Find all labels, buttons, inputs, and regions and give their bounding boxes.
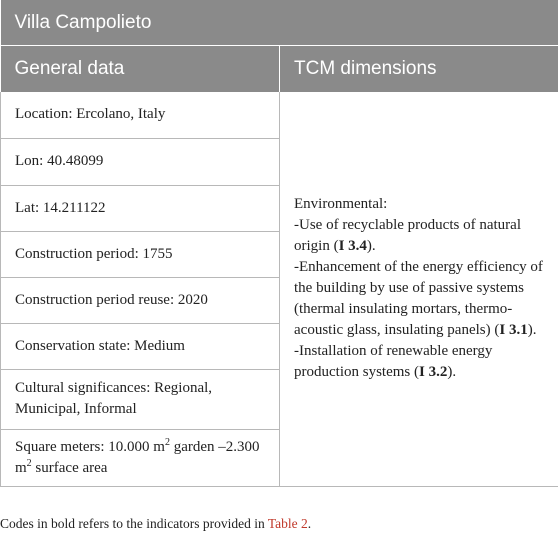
cell-lon: Lon: 40.48099 xyxy=(0,138,280,186)
indicator-code: I 3.2 xyxy=(419,364,448,381)
cell-construction-period: Construction period: 1755 xyxy=(0,231,280,278)
table-title: Villa Campolieto xyxy=(0,0,558,46)
indicator-code: I 3.4 xyxy=(338,238,367,255)
header-tcm-dimensions: TCM dimensions xyxy=(279,45,558,92)
indicator-code: I 3.1 xyxy=(499,322,528,339)
table-title-row: Villa Campolieto xyxy=(0,0,558,46)
table-row: Construction period reuse: 2020 xyxy=(0,277,558,324)
data-table-container: Villa Campolieto General data TCM dimens… xyxy=(0,0,558,487)
cell-cultural-significances: Cultural significances: Regional, Munici… xyxy=(0,369,280,430)
table-row: Square meters: 10.000 m2 garden –2.300 m… xyxy=(0,429,558,487)
table-row: Cultural significances: Regional, Munici… xyxy=(0,369,558,430)
table-row: Construction period: 1755 xyxy=(0,231,558,278)
tcm-item-2: -Enhancement of the energy efficiency of… xyxy=(294,259,543,339)
table-footnote: Codes in bold refers to the indicators p… xyxy=(0,516,312,531)
cell-conservation-state: Conservation state: Medium xyxy=(0,323,280,370)
cell-square-meters: Square meters: 10.000 m2 garden –2.300 m… xyxy=(0,429,280,487)
cell-lat: Lat: 14.211122 xyxy=(0,185,280,232)
header-general-data: General data xyxy=(0,45,280,92)
tcm-heading: Environmental: xyxy=(294,196,388,213)
cell-location: Location: Ercolano, Italy xyxy=(0,92,280,139)
tcm-item-3: -Installation of renewable energy produc… xyxy=(294,343,493,381)
table-row: Conservation state: Medium xyxy=(0,323,558,370)
cell-construction-period-reuse: Construction period reuse: 2020 xyxy=(0,277,280,324)
cell-tcm-dimensions: Environmental: -Use of recyclable produc… xyxy=(279,92,558,487)
table-header-row: General data TCM dimensions xyxy=(0,45,558,92)
table-row: Lat: 14.211122 xyxy=(0,185,558,232)
tcm-item-1: -Use of recyclable products of natural o… xyxy=(294,217,521,255)
table-2-link[interactable]: Table 2 xyxy=(267,516,308,531)
villa-data-table: Villa Campolieto General data TCM dimens… xyxy=(0,0,558,487)
table-row: Location: Ercolano, Italy Environmental:… xyxy=(0,92,558,487)
table-row: Lon: 40.48099 xyxy=(0,138,558,186)
